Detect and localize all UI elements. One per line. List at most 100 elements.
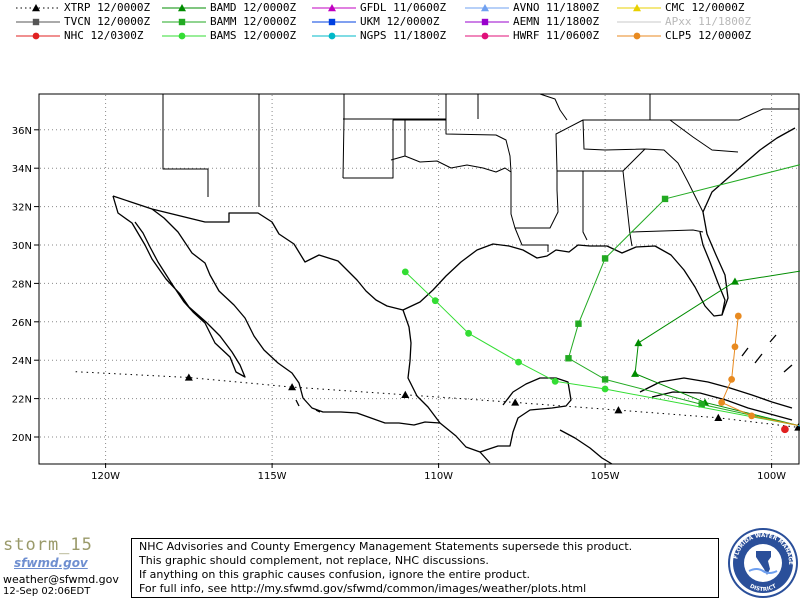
- track-point-clp5: [728, 376, 736, 383]
- issue-timestamp: 12-Sep 02:06EDT: [3, 586, 91, 597]
- legend-label: HWRF 11/0600Z: [513, 29, 600, 42]
- sfwmd-logo-text[interactable]: sfwmd.gov: [14, 556, 88, 570]
- model-legend: XTRP 12/0000Z BAMD 12/0000Z GFDL 11/0600…: [0, 0, 800, 45]
- legend-marker: [328, 32, 336, 40]
- legend-item-apxx: APxx 11/1800Z: [615, 15, 795, 29]
- track-point-nhc: [781, 425, 789, 434]
- legend-marker: [32, 18, 40, 26]
- lat-tick-label: 30N: [12, 241, 32, 252]
- disclaimer-line[interactable]: For full info, see http://my.sfwmd.gov/s…: [139, 582, 587, 595]
- lat-tick-label: 26N: [12, 318, 32, 329]
- contact-email[interactable]: weather@sfwmd.gov: [3, 573, 119, 586]
- legend-marker: [178, 4, 186, 12]
- islands-west: [295, 399, 321, 413]
- track-point-xtrp: [714, 413, 723, 421]
- track-point-xtrp: [288, 383, 297, 391]
- coastline-borders: [112, 93, 799, 465]
- legend-label: BAMS 12/0000Z: [210, 29, 297, 42]
- cuba-south: [651, 391, 793, 421]
- legend-item-clp5: CLP5 12/0000Z: [615, 29, 795, 43]
- track-point-xtrp: [401, 390, 410, 398]
- track-point-bams: [601, 385, 609, 393]
- lat-tick-label: 24N: [12, 356, 32, 367]
- legend-label: CLP5 12/0000Z: [665, 29, 752, 42]
- legend-label: BAMD 12/0000Z: [210, 1, 297, 14]
- legend-marker: [328, 18, 336, 26]
- map-frame: [38, 93, 800, 465]
- track-map: 120W115W110W105W100W95W90W85W80W20N22N24…: [12, 93, 800, 482]
- legend-item-tvcn: TVCN 12/0000Z: [14, 15, 164, 29]
- legend-label: AEMN 11/1800Z: [513, 15, 600, 28]
- legend-label: XTRP 12/0000Z: [64, 1, 151, 14]
- track-point-bamd: [730, 277, 739, 285]
- legend-label: APxx 11/1800Z: [665, 15, 752, 28]
- legend-item-nhc: NHC 12/0300Z: [14, 29, 164, 43]
- gulf-of-california-east: [151, 208, 441, 426]
- lat-tick-label: 32N: [12, 203, 32, 214]
- legend-label: UKM 12/0000Z: [360, 15, 440, 28]
- legend-label: NGPS 11/1800Z: [360, 29, 447, 42]
- legend-marker: [32, 32, 40, 40]
- lat-tick-label: 36N: [12, 126, 32, 137]
- legend-item-xtrp: XTRP 12/0000Z: [14, 1, 164, 15]
- legend-marker: [178, 18, 186, 26]
- track-point-xtrp: [614, 406, 623, 414]
- legend-label: NHC 12/0300Z: [64, 29, 144, 42]
- lat-tick-label: 22N: [12, 395, 32, 406]
- lon-tick-label: 105W: [591, 471, 620, 482]
- disclaimer-line: NHC Advisories and County Emergency Mana…: [139, 540, 633, 553]
- legend-label: TVCN 12/0000Z: [64, 15, 151, 28]
- lon-tick-label: 115W: [258, 471, 287, 482]
- legend-item-bamd: BAMD 12/0000Z: [160, 1, 310, 15]
- track-point-xtrp: [511, 398, 520, 406]
- track-point-bamm: [601, 376, 609, 383]
- disclaimer-line: If anything on this graphic causes confu…: [139, 568, 531, 581]
- track-point-xtrp: [184, 373, 193, 381]
- baja-california: [112, 195, 246, 378]
- atlantic-coast: [702, 127, 796, 316]
- track-point-clp5: [748, 412, 756, 420]
- legend-item-bams: BAMS 12/0000Z: [160, 29, 310, 43]
- track-point-bamm: [575, 320, 582, 327]
- legend-item-aemn: AEMN 11/1800Z: [463, 15, 613, 29]
- track-point-clp5: [731, 343, 739, 351]
- legend-label: AVNO 11/1800Z: [513, 1, 600, 14]
- legend-marker: [178, 32, 186, 40]
- legend-label: BAMM 12/0000Z: [210, 15, 297, 28]
- track-point-bams: [401, 268, 409, 276]
- lon-tick-label: 110W: [424, 471, 453, 482]
- track-point-bams: [551, 377, 559, 385]
- legend-label: CMC 12/0000Z: [665, 1, 745, 14]
- track-point-bamd: [634, 338, 643, 347]
- seal-bottom-text: DISTRICT: [749, 583, 778, 593]
- axis-tick-labels: 120W115W110W105W100W95W90W85W80W20N22N24…: [12, 126, 786, 482]
- cuba: [639, 377, 793, 409]
- track-point-bams: [465, 329, 472, 337]
- track-point-bamm: [698, 401, 705, 408]
- legend-marker: [328, 4, 336, 12]
- lat-lon-grid: [40, 95, 798, 463]
- track-point-clp5: [718, 399, 726, 406]
- legend-item-avno: AVNO 11/1800Z: [463, 1, 613, 15]
- us-mexico-border: [112, 195, 404, 311]
- legend-item-ukm: UKM 12/0000Z: [310, 15, 460, 29]
- track-line-xtrp: [75, 371, 799, 428]
- legend-marker: [32, 4, 40, 12]
- legend-marker: [481, 32, 489, 40]
- legend-label: GFDL 11/0600Z: [360, 1, 447, 14]
- svg-text:DISTRICT: DISTRICT: [749, 583, 778, 593]
- legend-item-hwrf: HWRF 11/0600Z: [463, 29, 613, 43]
- legend-marker: [481, 4, 489, 12]
- track-point-bamm: [661, 195, 669, 203]
- track-point-bamm: [601, 255, 609, 262]
- legend-item-cmc: CMC 12/0000Z: [615, 1, 795, 15]
- state-borders: [162, 93, 799, 252]
- disclaimer-box: NHC Advisories and County Emergency Mana…: [131, 538, 719, 598]
- legend-item-bamm: BAMM 12/0000Z: [160, 15, 310, 29]
- legend-marker: [633, 4, 641, 12]
- track-point-bamd: [631, 369, 640, 377]
- mexico-gulf-coast: [402, 309, 572, 453]
- lon-tick-label: 100W: [757, 471, 786, 482]
- track-line-clp5: [720, 315, 799, 426]
- sfwmd-seal-icon: SOUTH FLORIDA WATER MANAGEMENT DISTRICT: [727, 527, 798, 598]
